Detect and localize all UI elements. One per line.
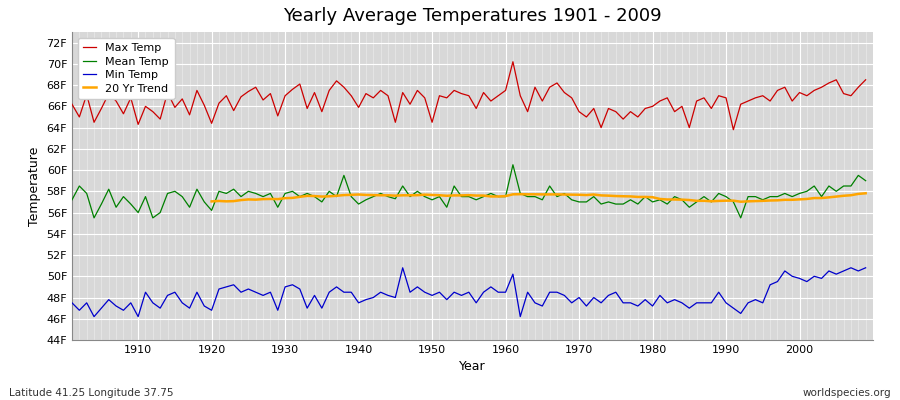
Min Temp: [294, 287, 305, 292]
20 Yr Trend: [772, 198, 783, 203]
Mean Temp: [294, 194, 305, 199]
20 Yr Trend: [838, 193, 849, 198]
Mean Temp: [860, 178, 871, 183]
Line: Min Temp: Min Temp: [72, 268, 866, 317]
Mean Temp: [603, 200, 614, 204]
20 Yr Trend: [662, 197, 672, 202]
X-axis label: Year: Year: [459, 360, 486, 374]
Max Temp: [67, 102, 77, 107]
Line: 20 Yr Trend: 20 Yr Trend: [212, 193, 866, 202]
Max Temp: [493, 93, 504, 98]
20 Yr Trend: [758, 198, 769, 203]
Mean Temp: [515, 191, 526, 196]
Title: Yearly Average Temperatures 1901 - 2009: Yearly Average Temperatures 1901 - 2009: [284, 7, 662, 25]
Max Temp: [500, 88, 511, 93]
Mean Temp: [132, 210, 143, 215]
Min Temp: [338, 290, 349, 295]
Min Temp: [67, 300, 77, 305]
Min Temp: [132, 314, 143, 319]
Line: Mean Temp: Mean Temp: [72, 165, 866, 218]
Legend: Max Temp, Mean Temp, Min Temp, 20 Yr Trend: Max Temp, Mean Temp, Min Temp, 20 Yr Tre…: [77, 38, 175, 99]
Text: Latitude 41.25 Longitude 37.75: Latitude 41.25 Longitude 37.75: [9, 388, 174, 398]
Line: Max Temp: Max Temp: [72, 62, 866, 130]
20 Yr Trend: [735, 199, 746, 204]
20 Yr Trend: [294, 194, 305, 199]
Max Temp: [287, 87, 298, 92]
Min Temp: [515, 314, 526, 319]
Mean Temp: [67, 198, 77, 202]
Min Temp: [508, 272, 518, 276]
Max Temp: [728, 127, 739, 132]
Min Temp: [88, 314, 99, 319]
20 Yr Trend: [405, 193, 416, 198]
Max Temp: [508, 59, 518, 64]
20 Yr Trend: [860, 191, 871, 196]
Max Temp: [596, 125, 607, 130]
20 Yr Trend: [206, 199, 217, 204]
Min Temp: [397, 265, 408, 270]
Mean Temp: [508, 162, 518, 167]
Text: worldspecies.org: worldspecies.org: [803, 388, 891, 398]
Min Temp: [860, 265, 871, 270]
Min Temp: [603, 293, 614, 298]
Max Temp: [331, 78, 342, 83]
Max Temp: [860, 77, 871, 82]
Mean Temp: [500, 194, 511, 199]
Mean Temp: [338, 173, 349, 178]
Y-axis label: Temperature: Temperature: [28, 146, 41, 226]
Max Temp: [125, 96, 136, 100]
Mean Temp: [88, 216, 99, 220]
